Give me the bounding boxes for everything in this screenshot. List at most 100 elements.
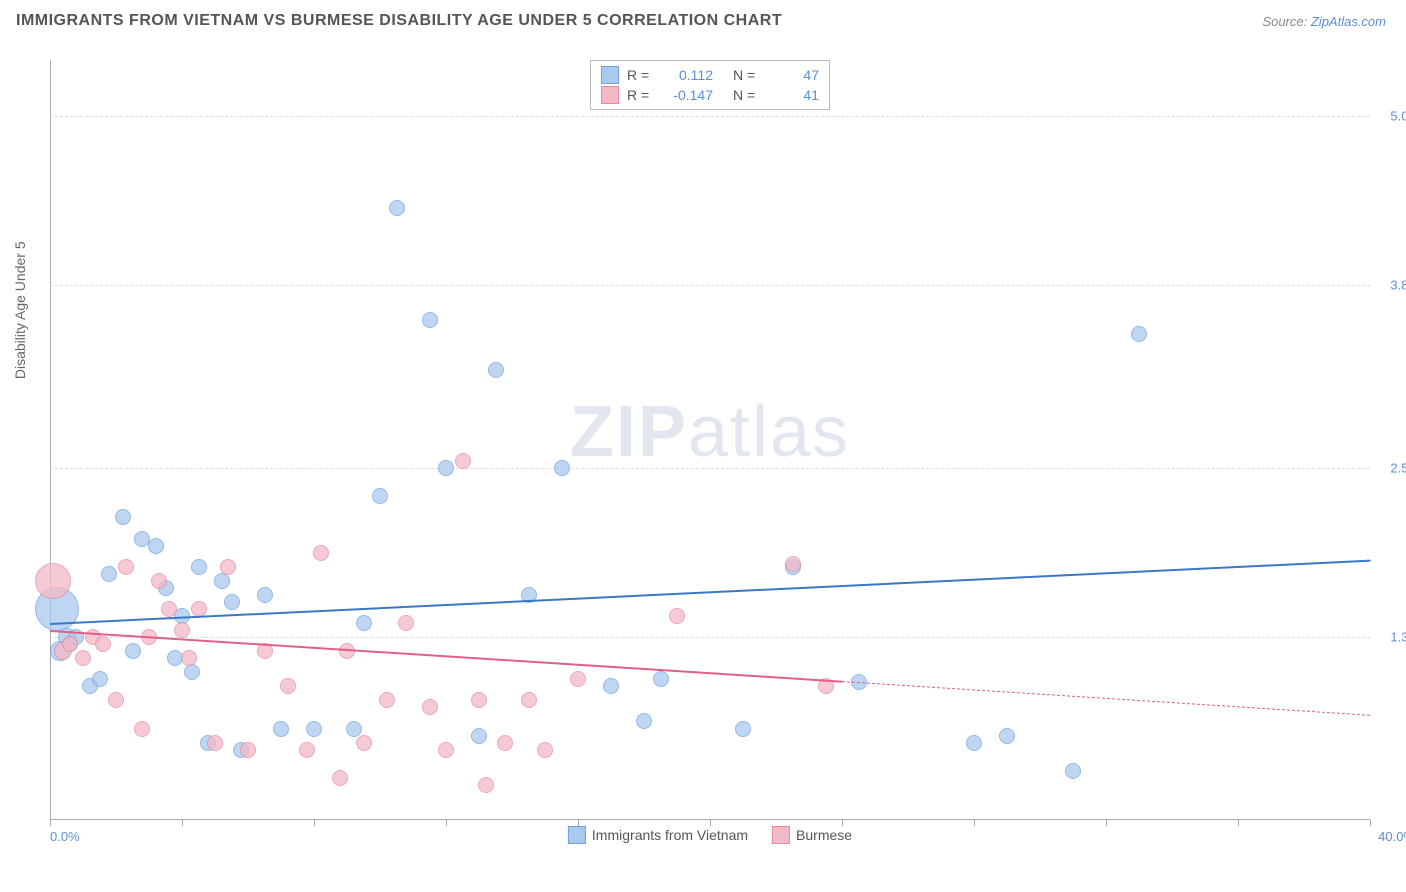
legend-n-label: N = — [733, 67, 761, 83]
trendline-extrapolated — [842, 681, 1370, 716]
x-tick-mark — [50, 820, 51, 826]
x-tick-mark — [974, 820, 975, 826]
data-point — [214, 573, 230, 589]
data-point — [240, 742, 256, 758]
data-point — [346, 721, 362, 737]
series-legend-item: Immigrants from Vietnam — [568, 826, 748, 844]
x-tick-mark — [446, 820, 447, 826]
legend-swatch — [601, 86, 619, 104]
chart-title: IMMIGRANTS FROM VIETNAM VS BURMESE DISAB… — [16, 12, 782, 30]
x-tick-mark — [1238, 820, 1239, 826]
series-legend-item: Burmese — [772, 826, 852, 844]
data-point — [299, 742, 315, 758]
gridline — [50, 285, 1370, 286]
data-point — [75, 650, 91, 666]
y-tick-label: 5.0% — [1390, 109, 1406, 124]
data-point — [101, 566, 117, 582]
data-point — [422, 312, 438, 328]
legend-r-label: R = — [627, 87, 655, 103]
data-point — [389, 200, 405, 216]
data-point — [488, 362, 504, 378]
data-point — [999, 728, 1015, 744]
y-tick-label: 3.8% — [1390, 278, 1406, 293]
series-legend: Immigrants from Vietnam Burmese — [568, 826, 852, 844]
data-point — [438, 460, 454, 476]
chart-area: Disability Age Under 5 ZIPatlas 1.3%2.5%… — [50, 60, 1370, 820]
series-name: Immigrants from Vietnam — [592, 827, 748, 843]
data-point — [181, 650, 197, 666]
data-point — [735, 721, 751, 737]
data-point — [636, 713, 652, 729]
legend-r-label: R = — [627, 67, 655, 83]
data-point — [422, 699, 438, 715]
legend-swatch — [568, 826, 586, 844]
x-tick-mark — [314, 820, 315, 826]
data-point — [191, 601, 207, 617]
data-point — [669, 608, 685, 624]
data-point — [554, 460, 570, 476]
legend-n-label: N = — [733, 87, 761, 103]
x-axis-end-label: 40.0% — [1378, 829, 1406, 844]
correlation-legend: R = 0.112 N = 47 R = -0.147 N = 41 — [590, 60, 830, 110]
trendline — [50, 560, 1370, 625]
data-point — [280, 678, 296, 694]
data-point — [332, 770, 348, 786]
data-point — [785, 556, 801, 572]
data-point — [966, 735, 982, 751]
watermark-zip: ZIP — [570, 392, 688, 472]
y-tick-label: 1.3% — [1390, 630, 1406, 645]
data-point — [603, 678, 619, 694]
watermark-atlas: atlas — [688, 392, 850, 472]
data-point — [478, 777, 494, 793]
data-point — [653, 671, 669, 687]
data-point — [148, 538, 164, 554]
data-point — [257, 587, 273, 603]
gridline — [50, 637, 1370, 638]
data-point — [35, 563, 71, 599]
x-tick-mark — [182, 820, 183, 826]
data-point — [118, 559, 134, 575]
data-point — [356, 615, 372, 631]
legend-row: R = 0.112 N = 47 — [601, 65, 819, 85]
data-point — [62, 636, 78, 652]
data-point — [1131, 326, 1147, 342]
series-name: Burmese — [796, 827, 852, 843]
data-point — [108, 692, 124, 708]
source-label: Source: — [1262, 14, 1307, 29]
data-point — [372, 488, 388, 504]
data-point — [92, 671, 108, 687]
data-point — [95, 636, 111, 652]
x-tick-mark — [1106, 820, 1107, 826]
source-link[interactable]: ZipAtlas.com — [1311, 14, 1386, 29]
data-point — [379, 692, 395, 708]
watermark: ZIPatlas — [570, 391, 850, 473]
data-point — [537, 742, 553, 758]
data-point — [134, 721, 150, 737]
legend-n-value: 47 — [769, 67, 819, 83]
legend-n-value: 41 — [769, 87, 819, 103]
data-point — [438, 742, 454, 758]
data-point — [398, 615, 414, 631]
data-point — [191, 559, 207, 575]
data-point — [125, 643, 141, 659]
data-point — [207, 735, 223, 751]
source-attribution: Source: ZipAtlas.com — [1262, 14, 1386, 29]
data-point — [455, 453, 471, 469]
data-point — [151, 573, 167, 589]
data-point — [313, 545, 329, 561]
x-tick-mark — [1370, 820, 1371, 826]
data-point — [471, 692, 487, 708]
chart-header: IMMIGRANTS FROM VIETNAM VS BURMESE DISAB… — [0, 0, 1406, 38]
data-point — [521, 692, 537, 708]
gridline — [50, 116, 1370, 117]
data-point — [306, 721, 322, 737]
data-point — [115, 509, 131, 525]
data-point — [220, 559, 236, 575]
y-axis-line — [50, 60, 51, 820]
data-point — [1065, 763, 1081, 779]
y-tick-label: 2.5% — [1390, 461, 1406, 476]
y-axis-label: Disability Age Under 5 — [12, 241, 28, 379]
legend-r-value: -0.147 — [663, 87, 713, 103]
legend-r-value: 0.112 — [663, 67, 713, 83]
data-point — [224, 594, 240, 610]
